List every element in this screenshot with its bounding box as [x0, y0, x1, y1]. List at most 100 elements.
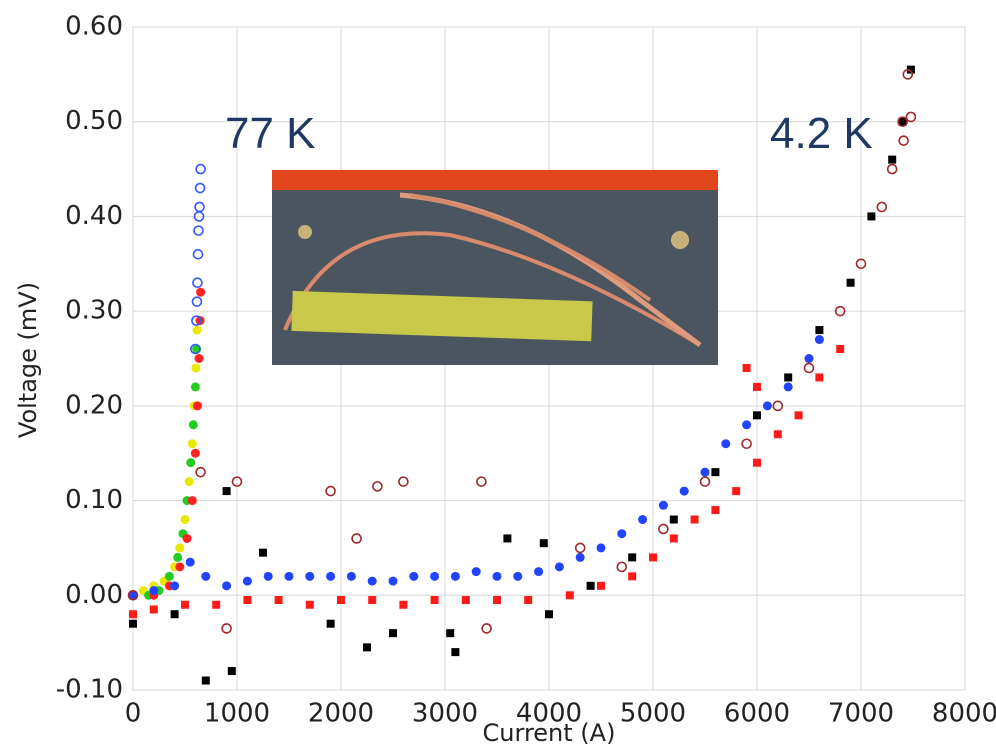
point [534, 567, 544, 577]
point [175, 562, 185, 572]
point [192, 401, 202, 411]
x-tick-label: 3000 [412, 699, 478, 729]
point [170, 610, 179, 619]
point [164, 571, 174, 581]
point [305, 571, 315, 581]
point [815, 326, 824, 335]
point [388, 576, 398, 586]
point [461, 596, 470, 605]
point [193, 225, 204, 236]
point [628, 553, 637, 562]
point [753, 382, 761, 391]
point [191, 363, 201, 373]
point [180, 515, 190, 525]
point [669, 515, 678, 524]
point [834, 305, 846, 317]
point [184, 477, 194, 487]
point [711, 468, 720, 477]
y-tick-label: 0.00 [65, 580, 123, 610]
point [888, 155, 897, 164]
y-tick-label: 0.30 [65, 296, 123, 326]
point [451, 648, 460, 657]
point [732, 487, 741, 496]
point [190, 448, 200, 458]
point [192, 249, 204, 260]
point [876, 201, 888, 213]
point [711, 506, 720, 515]
point [773, 430, 782, 439]
point [305, 600, 314, 609]
point [409, 571, 419, 581]
y-tick-label: 0.10 [65, 485, 123, 515]
grid [132, 26, 966, 691]
plot-area [127, 65, 917, 685]
point [194, 182, 206, 194]
point [772, 400, 784, 412]
point [898, 117, 907, 126]
point [846, 278, 855, 287]
point [597, 581, 605, 590]
point [243, 596, 252, 605]
point [196, 287, 206, 297]
point [898, 135, 909, 146]
point [721, 439, 731, 449]
point [351, 533, 362, 544]
point [690, 515, 699, 524]
point [513, 571, 523, 581]
point [195, 466, 206, 478]
point [545, 610, 553, 619]
point [221, 623, 232, 634]
x-tick-label: 5000 [620, 699, 686, 729]
point [259, 548, 267, 557]
point [554, 562, 564, 572]
point [186, 458, 196, 468]
point [185, 557, 195, 567]
point [399, 600, 408, 609]
point [187, 439, 197, 449]
point [195, 316, 205, 326]
y-tick-label: 0.50 [65, 106, 123, 136]
point [699, 476, 711, 487]
point [446, 629, 455, 638]
point [481, 623, 492, 634]
point [170, 581, 180, 591]
point [565, 591, 574, 600]
point [192, 277, 203, 289]
point [190, 382, 200, 392]
point [187, 496, 197, 506]
point [783, 382, 793, 392]
point [191, 315, 202, 326]
point [905, 111, 917, 123]
point [575, 552, 585, 562]
point [326, 571, 336, 581]
point [814, 335, 824, 345]
point [902, 69, 914, 80]
y-tick-label: 0.20 [65, 390, 123, 420]
point [325, 485, 336, 497]
point [372, 481, 383, 492]
point [638, 515, 648, 525]
point [836, 345, 845, 354]
point [867, 212, 876, 221]
point [363, 643, 371, 652]
point [596, 543, 606, 553]
point [906, 65, 915, 74]
point [222, 581, 232, 591]
point [175, 543, 185, 553]
point [201, 676, 210, 685]
point [191, 296, 203, 307]
y-tick-label: 0.60 [65, 12, 123, 42]
point [855, 258, 867, 270]
point [794, 411, 803, 420]
y-axis-label: Voltage (mV) [14, 282, 42, 438]
point [337, 596, 345, 605]
x-tick-label: 2000 [308, 699, 374, 729]
point [368, 596, 377, 605]
point [741, 438, 752, 450]
x-tick-label: 8000 [932, 699, 996, 729]
point [471, 567, 481, 577]
point [222, 487, 231, 496]
point [192, 325, 202, 335]
